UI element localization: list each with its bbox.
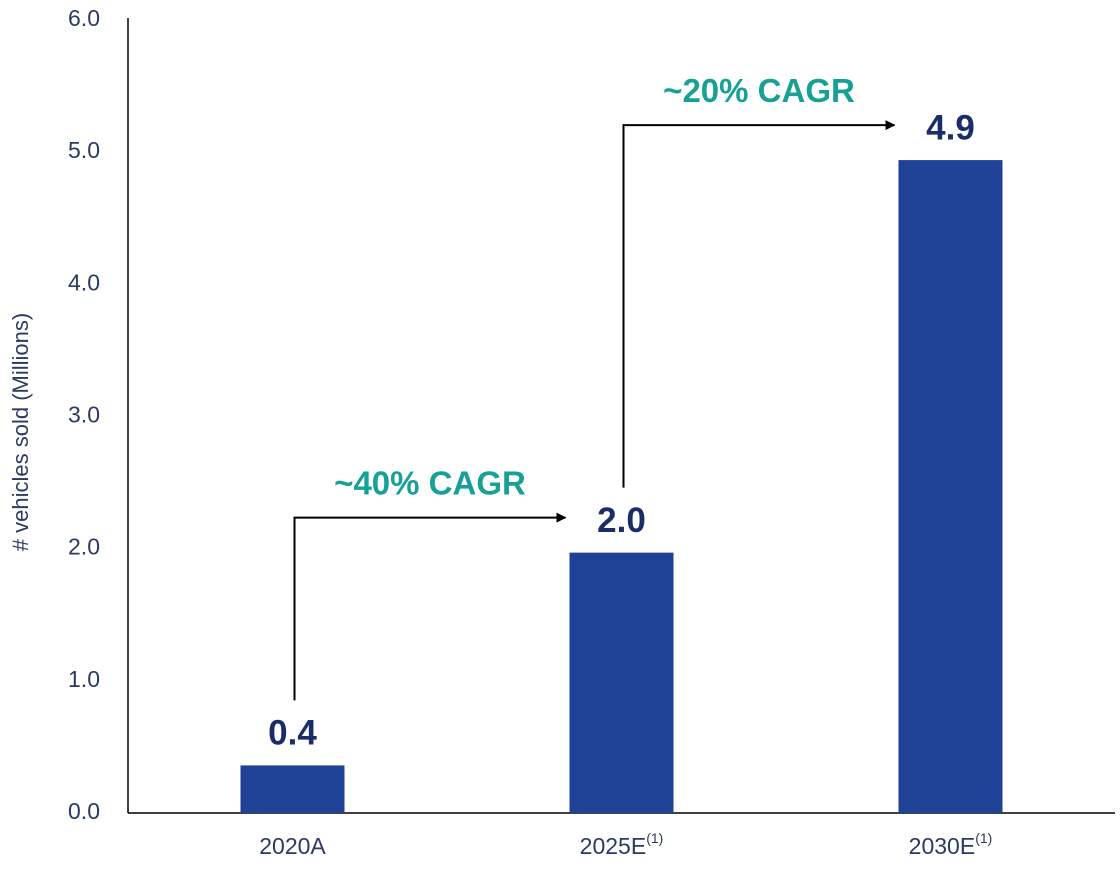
bar <box>898 160 1003 813</box>
annotation: ~20% CAGR <box>663 72 855 109</box>
y-tick-label: 2.0 <box>68 534 100 560</box>
y-tick-label: 4.0 <box>68 269 100 295</box>
category: 2020A <box>259 833 326 859</box>
bar <box>569 552 674 813</box>
y-tick-label: 0.0 <box>68 798 100 824</box>
annotation: ~40% CAGR <box>334 464 526 501</box>
x-tick-label: 2030E(1) <box>909 830 993 859</box>
y-tick-label: 1.0 <box>68 666 100 692</box>
value-label: 2.0 <box>597 501 646 540</box>
value-label: 4.9 <box>926 108 975 147</box>
category: 2025E <box>580 833 647 859</box>
y-tick-label: 5.0 <box>68 137 100 163</box>
y-axis-label: # vehicles sold (Millions) <box>8 313 33 551</box>
x-tick-label: 2020A <box>259 833 326 859</box>
y-tick-label: 6.0 <box>68 5 100 31</box>
footnote: (1) <box>646 830 663 846</box>
category: 2030E <box>909 833 976 859</box>
x-tick-label: 2025E(1) <box>580 830 664 859</box>
arrow <box>622 120 896 488</box>
value-label: 0.4 <box>268 714 317 753</box>
bar <box>240 765 345 813</box>
arrow <box>293 512 567 701</box>
y-tick-label: 3.0 <box>68 402 100 428</box>
footnote: (1) <box>975 830 992 846</box>
